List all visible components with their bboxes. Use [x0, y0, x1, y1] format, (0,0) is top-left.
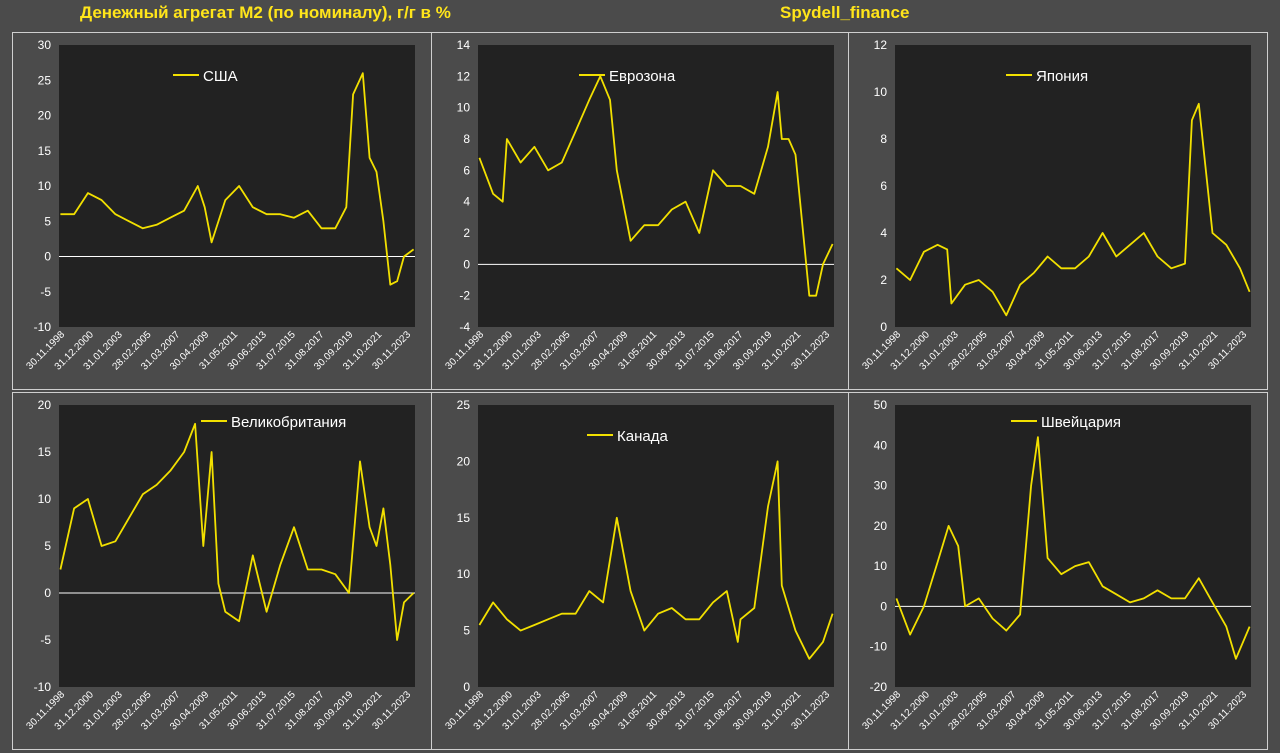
y-tick-label: -10	[870, 640, 888, 654]
y-tick-label: 2	[463, 226, 470, 240]
y-tick-label: -5	[40, 633, 51, 647]
legend-label: Великобритания	[231, 414, 346, 431]
y-tick-label: 0	[44, 250, 51, 264]
y-tick-label: -5	[40, 285, 51, 299]
y-tick-label: 4	[880, 226, 887, 240]
y-tick-label: 8	[463, 132, 470, 146]
legend-label: Швейцария	[1041, 414, 1121, 431]
y-tick-label: 10	[38, 492, 52, 506]
chart-svg-canada: 051015202530.11.199831.12.200031.01.2003…	[443, 398, 834, 733]
y-tick-label: 50	[874, 398, 888, 412]
y-tick-label: 0	[463, 257, 470, 271]
y-tick-label: 15	[38, 445, 52, 459]
y-tick-label: 20	[38, 109, 52, 123]
page-title: Денежный агрегат М2 (по номиналу), г/г в…	[80, 3, 451, 22]
series-line	[895, 102, 1251, 317]
plot-area	[478, 405, 834, 687]
y-tick-label: 4	[463, 195, 470, 209]
series-line	[59, 422, 415, 641]
plot-area	[59, 405, 415, 687]
y-tick-label: 10	[38, 179, 52, 193]
legend-label: Япония	[1036, 68, 1088, 85]
plot-area	[895, 45, 1251, 327]
y-tick-label: 5	[44, 214, 51, 228]
plot-area	[895, 405, 1251, 687]
chart-svg-switzerland: -20-100102030405030.11.199831.12.200031.…	[860, 398, 1251, 733]
plot-area	[478, 45, 834, 327]
y-tick-label: 10	[874, 559, 888, 573]
y-tick-label: -2	[459, 289, 470, 303]
chart-svg-uk: -10-50510152030.11.199831.12.200031.01.2…	[24, 398, 415, 733]
chart-panel-eurozone: -4 -2 0 2 4 6 8 10 12 14 30.11.1998 31.12.2000 31.01…	[431, 32, 851, 390]
y-tick-label: -20	[870, 680, 888, 694]
chart-panel-canada: 0 5 10 15 20 25 30.11.1998 31.12.2000 31.01.2003…	[431, 392, 851, 750]
y-tick-label: 20	[874, 519, 888, 533]
y-tick-label: 0	[880, 320, 887, 334]
chart-panel-uk: -10 -5 0 5 10 15 20 30.11.1998 31.12.2000 31.01.2…	[12, 392, 432, 750]
y-tick-label: 5	[463, 624, 470, 638]
y-tick-label: 12	[457, 69, 471, 83]
chart-svg-usa: -10-505101520253030.11.199831.12.200031.…	[24, 38, 415, 373]
y-tick-label: 0	[44, 586, 51, 600]
chart-panel-japan: 0 2 4 6 8 10 12 30.11.1998 31.12.2000 31.01.2003 2…	[848, 32, 1268, 390]
y-tick-label: 20	[38, 398, 52, 412]
legend-label: США	[203, 68, 238, 85]
y-tick-label: 20	[457, 454, 471, 468]
y-tick-label: 6	[463, 163, 470, 177]
legend-label: Канада	[617, 428, 668, 445]
y-tick-label: 10	[874, 85, 888, 99]
series-line	[60, 72, 415, 286]
y-tick-label: 0	[880, 599, 887, 613]
brand-label: Spydell_finance	[780, 3, 910, 22]
y-tick-label: 2	[880, 273, 887, 287]
plot-area	[59, 45, 415, 327]
series-line	[478, 75, 834, 297]
chart-svg-eurozone: -4-20246810121430.11.199831.12.200031.01…	[443, 38, 834, 373]
legend-label: Еврозона	[609, 68, 676, 85]
y-tick-label: 12	[874, 38, 888, 52]
y-tick-label: 25	[457, 398, 471, 412]
chart-svg-japan: 02468101230.11.199831.12.200031.01.20032…	[860, 38, 1251, 373]
y-tick-label: -10	[34, 320, 52, 334]
y-tick-label: -10	[34, 680, 52, 694]
y-tick-label: 14	[457, 38, 471, 52]
y-tick-label: 15	[457, 511, 471, 525]
y-tick-label: 15	[38, 144, 52, 158]
y-tick-label: 30	[874, 479, 888, 493]
chart-panel-switzerland: -20 -10 0 10 20 30 40 50 30.11.1998 31.12.2000 31.…	[848, 392, 1268, 750]
y-tick-label: 8	[880, 132, 887, 146]
y-tick-label: 25	[38, 73, 52, 87]
chart-panel-usa: -10 -5 0 5 10 15 20 25 30 30.11.1998 31.12.2000 31.…	[12, 32, 432, 390]
series-line	[895, 436, 1251, 660]
y-tick-label: 40	[874, 438, 888, 452]
y-tick-label: 10	[457, 567, 471, 581]
y-tick-label: 6	[880, 179, 887, 193]
series-line	[478, 460, 834, 660]
y-tick-label: 10	[457, 101, 471, 115]
y-tick-label: 30	[38, 38, 52, 52]
y-tick-label: -4	[459, 320, 470, 334]
y-tick-label: 0	[463, 680, 470, 694]
y-tick-label: 5	[44, 539, 51, 553]
